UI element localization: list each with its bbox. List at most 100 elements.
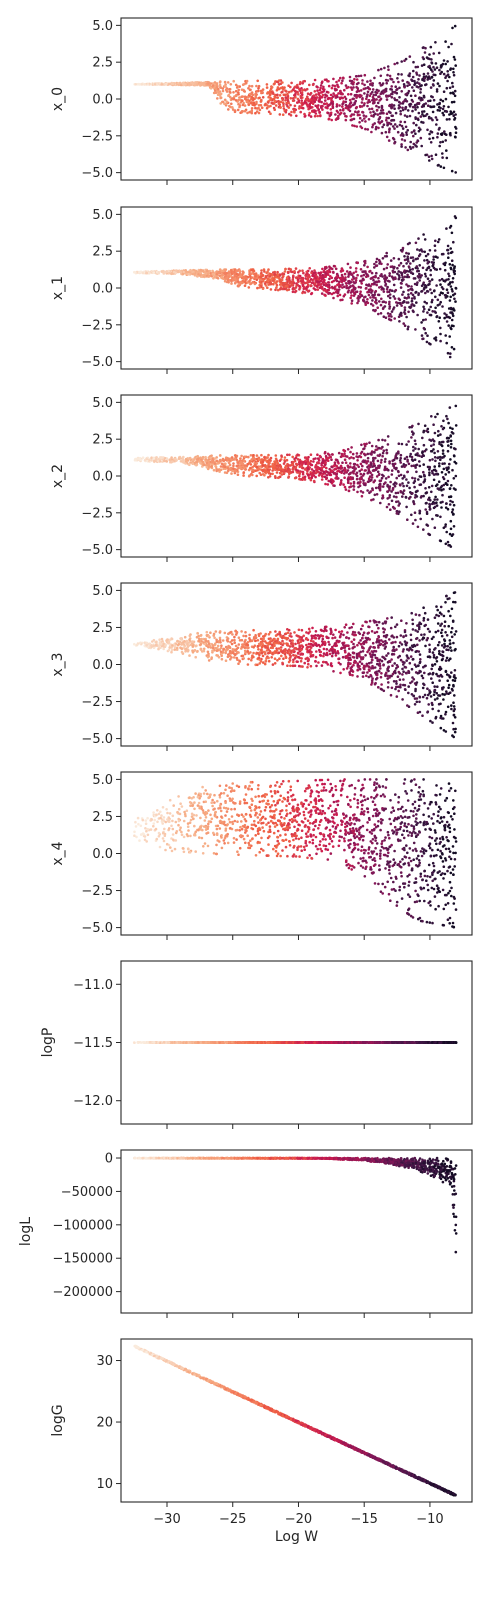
data-point — [323, 102, 326, 105]
data-point — [357, 300, 360, 303]
data-point — [422, 454, 425, 457]
data-point — [379, 486, 382, 489]
data-point — [372, 460, 375, 463]
data-point — [343, 112, 346, 115]
data-point — [400, 491, 403, 494]
data-point — [408, 270, 411, 273]
data-point — [384, 439, 387, 442]
data-point — [196, 83, 199, 86]
data-point — [451, 636, 454, 639]
data-point — [387, 686, 390, 689]
data-point — [322, 94, 325, 97]
data-point — [317, 468, 320, 471]
data-point — [332, 292, 335, 295]
data-point — [343, 286, 346, 289]
data-point — [234, 470, 237, 473]
data-point — [351, 299, 354, 302]
data-point — [409, 288, 412, 291]
data-point — [280, 465, 283, 468]
data-point — [432, 423, 435, 426]
data-point — [323, 465, 326, 468]
data-point — [373, 451, 376, 454]
data-point — [302, 283, 305, 286]
data-point — [237, 89, 240, 92]
data-point — [251, 474, 254, 477]
data-point — [408, 487, 411, 490]
data-point — [158, 271, 161, 274]
data-point — [386, 121, 389, 124]
data-point — [449, 435, 452, 438]
data-point — [216, 462, 219, 465]
data-point — [342, 483, 345, 486]
data-point — [454, 215, 457, 218]
data-point — [267, 471, 270, 474]
data-point — [344, 450, 347, 453]
data-point — [418, 279, 421, 282]
data-point — [448, 76, 451, 79]
data-point — [376, 493, 379, 496]
data-point — [381, 275, 384, 278]
data-point — [419, 518, 422, 521]
data-point — [321, 82, 324, 85]
data-point — [346, 455, 349, 458]
data-point — [310, 453, 313, 456]
data-point — [360, 75, 363, 78]
data-point — [317, 108, 320, 111]
data-point — [420, 483, 423, 486]
data-point — [357, 456, 360, 459]
data-point — [257, 468, 260, 471]
data-point — [194, 656, 197, 659]
data-point — [409, 141, 412, 144]
data-point — [145, 272, 148, 275]
data-point — [432, 443, 435, 446]
data-point — [372, 498, 375, 501]
data-point — [240, 462, 243, 465]
data-point — [257, 639, 260, 642]
data-point — [397, 470, 400, 473]
y-tick-label: 0.0 — [92, 282, 113, 297]
data-point — [284, 456, 287, 459]
data-point — [434, 432, 437, 435]
data-point — [349, 266, 352, 269]
data-point — [320, 462, 323, 465]
data-point — [355, 75, 358, 78]
data-point — [341, 268, 344, 271]
data-point — [370, 463, 373, 466]
data-point — [252, 469, 255, 472]
data-point — [407, 285, 410, 288]
data-point — [453, 348, 456, 351]
data-point — [325, 102, 328, 105]
data-point — [331, 453, 334, 456]
data-point — [400, 474, 403, 477]
data-point — [340, 112, 343, 115]
data-point — [308, 267, 311, 270]
data-point — [361, 451, 364, 454]
data-point — [363, 104, 366, 107]
data-point — [270, 102, 273, 105]
data-point — [432, 258, 435, 261]
data-point — [418, 510, 421, 513]
data-point — [440, 133, 443, 136]
data-point — [413, 130, 416, 133]
data-point — [428, 267, 431, 270]
data-point — [396, 304, 399, 307]
data-point — [374, 113, 377, 116]
data-point — [345, 461, 348, 464]
data-point — [453, 74, 456, 77]
data-point — [419, 653, 422, 656]
data-point — [220, 93, 223, 96]
data-point — [202, 456, 205, 459]
data-point — [344, 276, 347, 279]
data-point — [451, 319, 454, 322]
data-point — [434, 268, 437, 271]
data-point — [383, 123, 386, 126]
data-point — [238, 96, 241, 99]
data-point — [450, 495, 453, 498]
data-point — [454, 136, 457, 139]
data-point — [437, 164, 440, 167]
data-point — [227, 656, 230, 659]
data-point — [455, 131, 458, 134]
data-point — [263, 474, 266, 477]
data-point — [453, 633, 456, 636]
data-point — [415, 124, 418, 127]
